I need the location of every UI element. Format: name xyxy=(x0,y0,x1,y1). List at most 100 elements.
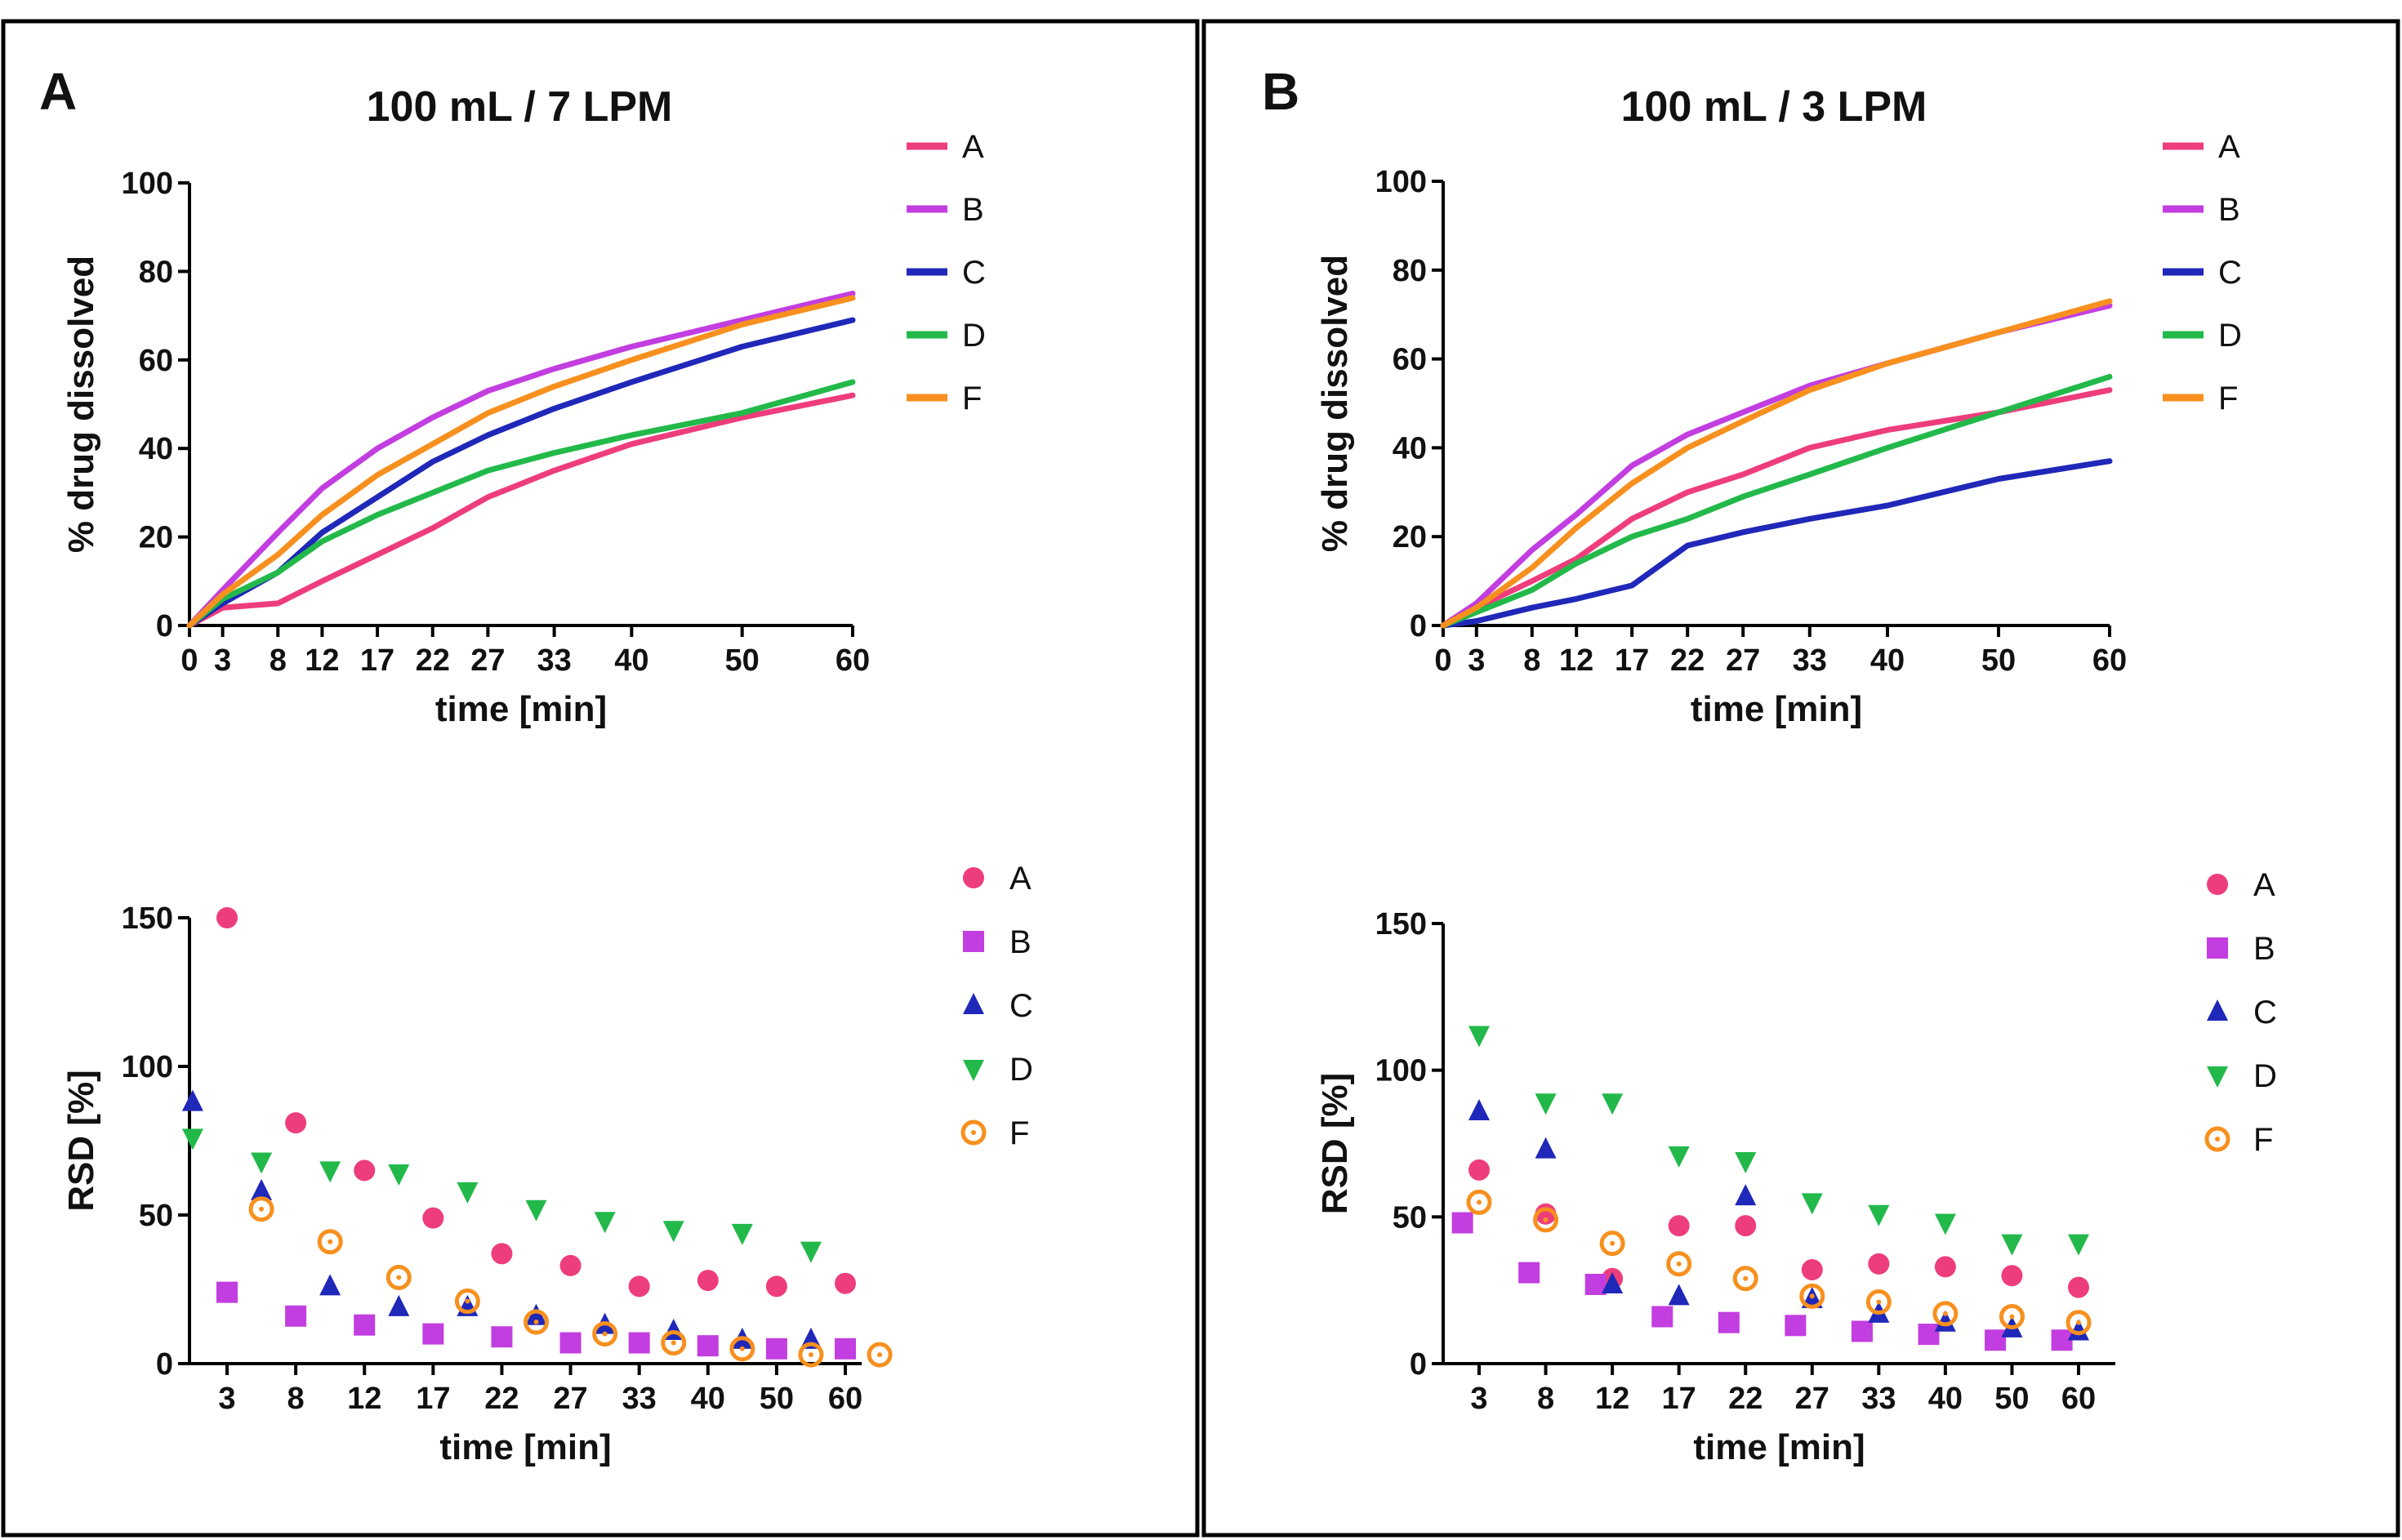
rsd-a-series-d-point xyxy=(731,1223,753,1245)
panel-a-frame xyxy=(1,19,1200,1538)
rsd-a-series-f-point xyxy=(729,1336,755,1362)
rsd-a-series-b-point xyxy=(835,1337,856,1360)
rsd-b-series-c-point xyxy=(1602,1271,1624,1293)
chart-b-x-tick-label: 12 xyxy=(1559,643,1593,678)
rsd-a-series-b-point xyxy=(559,1332,582,1354)
chart-a-legend-label-b: B xyxy=(962,192,984,228)
rsd-a-series-f-point-dot xyxy=(465,1298,470,1304)
rsd-b-y-tick-label: 50 xyxy=(1393,1200,1427,1235)
chart-a-series-c-line xyxy=(186,317,856,629)
rsd-a-series-f-point-ring xyxy=(317,1229,343,1255)
chart-b-series-c-line xyxy=(1440,458,2113,629)
chart-b-y-tick-label: 0 xyxy=(1410,609,1427,643)
rsd-a-legend-marker-c xyxy=(963,993,984,1014)
rsd-b-series-f-point-dot xyxy=(1809,1293,1815,1299)
rsd-b-series-f-point xyxy=(1865,1289,1892,1315)
rsd-a-series-f-point xyxy=(661,1330,687,1356)
chart-b-x-tick-label: 50 xyxy=(1981,643,2016,678)
rsd-a-series-f-point-ring xyxy=(867,1342,893,1368)
rsd-a-x-tick-label: 27 xyxy=(553,1382,587,1416)
rsd-b-series-c-point xyxy=(2068,1319,2089,1341)
rsd-a-series-a-point xyxy=(422,1207,444,1229)
rsd-a-series-a-point xyxy=(491,1243,513,1265)
rsd-b-x-tick-label: 17 xyxy=(1662,1382,1696,1416)
chart-b-y-tick-label: 80 xyxy=(1393,254,1427,288)
rsd-a-series-b-point xyxy=(285,1305,307,1327)
rsd-b-legend-label-d: D xyxy=(2253,1058,2277,1094)
rsd-a-series-b-point xyxy=(354,1314,376,1336)
rsd-a-x-tick-label: 60 xyxy=(828,1382,862,1416)
chart-a-x-tick-label: 33 xyxy=(537,643,571,678)
chart-b-x-tick-label: 33 xyxy=(1793,643,1827,678)
chart-b-series-d-line xyxy=(1440,373,2113,629)
rsd-a-series-a-point xyxy=(628,1275,650,1297)
chart-a-y-tick-label: 0 xyxy=(156,609,173,643)
rsd-a-series-c-point xyxy=(319,1274,341,1296)
rsd-b-legend-marker-f-ring xyxy=(2204,1126,2230,1152)
rsd-a-y-axis-label: RSD [%] xyxy=(61,1070,101,1212)
chart-a-x-tick-label: 17 xyxy=(360,643,394,678)
chart-b-y-tick-label: 100 xyxy=(1375,165,1427,199)
chart-b-y-axis-label: % drug dissolved xyxy=(1315,255,1355,552)
rsd-a-series-f-point-dot xyxy=(739,1346,745,1351)
rsd-b-series-a-point xyxy=(2001,1265,2023,1287)
rsd-b-series-a-point xyxy=(1468,1159,1490,1181)
rsd-b-x-tick-label: 40 xyxy=(1928,1382,1963,1416)
rsd-a-x-tick-label: 33 xyxy=(622,1382,657,1416)
rsd-a-series-a-point xyxy=(559,1254,582,1276)
rsd-b-series-d-point xyxy=(1602,1093,1624,1115)
rsd-b-y-axis-label: RSD [%] xyxy=(1315,1073,1355,1215)
rsd-a-series-f-point-ring xyxy=(454,1289,480,1315)
chart-b-x-tick-label: 8 xyxy=(1523,643,1540,678)
rsd-a-series-f-point-dot xyxy=(602,1331,608,1337)
chart-a-x-tick-label: 12 xyxy=(305,643,339,678)
rsd-b-series-f-point-dot xyxy=(1543,1217,1549,1222)
rsd-b-series-f-point-ring xyxy=(1666,1251,1692,1277)
chart-a-legend-label-c: C xyxy=(962,255,986,291)
rsd-b-legend-marker-c xyxy=(2207,999,2228,1021)
chart-b-x-axis-label: time [min] xyxy=(1691,689,1862,729)
rsd-a-y-tick-label: 0 xyxy=(156,1347,173,1382)
rsd-b-legend-label-f: F xyxy=(2253,1122,2273,1158)
chart-a-y-tick-label: 40 xyxy=(139,432,173,466)
chart-a-x-tick-label: 60 xyxy=(836,643,870,678)
rsd-b-series-f-point-ring xyxy=(1533,1207,1559,1233)
rsd-b-series-f-point xyxy=(1466,1189,1492,1215)
rsd-chart-b: 0 50 100 150 3 8 12 17 22 27 33 40 50 60 time [min] RSD… xyxy=(1315,867,2277,1467)
chart-b-y-tick-label: 20 xyxy=(1393,520,1427,554)
rsd-b-series-f-point xyxy=(1999,1304,2025,1330)
rsd-a-series-a-point xyxy=(354,1159,376,1182)
rsd-a-series-f-point xyxy=(592,1321,618,1347)
rsd-a-series-f-point xyxy=(248,1196,274,1222)
rsd-a-x-tick-label: 22 xyxy=(484,1382,519,1416)
rsd-b-x-tick-label: 33 xyxy=(1861,1382,1896,1416)
chart-a-y-tick-label: 100 xyxy=(122,167,173,201)
rsd-b-series-b-point xyxy=(1651,1306,1673,1328)
rsd-b-series-f-point-ring xyxy=(2066,1310,2092,1336)
panel-a-letter: A xyxy=(39,62,77,121)
rsd-b-x-tick-label: 8 xyxy=(1537,1382,1554,1416)
chart-a-legend-label-a: A xyxy=(962,129,984,165)
rsd-a-x-tick-label: 17 xyxy=(416,1382,450,1416)
rsd-a-series-f-point-ring xyxy=(798,1342,824,1368)
rsd-a-series-c-point xyxy=(181,1089,203,1111)
rsd-b-x-tick-label: 22 xyxy=(1728,1382,1763,1416)
chart-b-legend-label-d: D xyxy=(2218,318,2242,354)
rsd-a-y-tick-label: 50 xyxy=(139,1199,173,1233)
rsd-b-legend-marker-f-dot xyxy=(2215,1137,2220,1142)
rsd-a-legend-marker-a xyxy=(963,867,984,888)
chart-a-y-tick-label: 20 xyxy=(139,521,173,555)
rsd-a-series-d-point xyxy=(525,1200,547,1222)
rsd-b-series-c-point xyxy=(1668,1284,1690,1306)
rsd-a-series-d-point xyxy=(594,1212,616,1234)
rsd-a-series-f-point xyxy=(385,1264,412,1290)
chart-b-legend-label-a: A xyxy=(2218,129,2240,165)
rsd-b-series-c-point xyxy=(1735,1184,1757,1206)
rsd-a-series-f-point-dot xyxy=(533,1320,539,1325)
rsd-a-x-tick-label: 40 xyxy=(691,1382,725,1416)
rsd-b-series-a-point xyxy=(1868,1253,1890,1275)
rsd-a-series-b-point xyxy=(422,1323,444,1345)
chart-a-series-d-line xyxy=(186,379,856,629)
rsd-a-series-d-point xyxy=(388,1164,410,1186)
rsd-a-series-f-point-dot xyxy=(671,1340,676,1346)
